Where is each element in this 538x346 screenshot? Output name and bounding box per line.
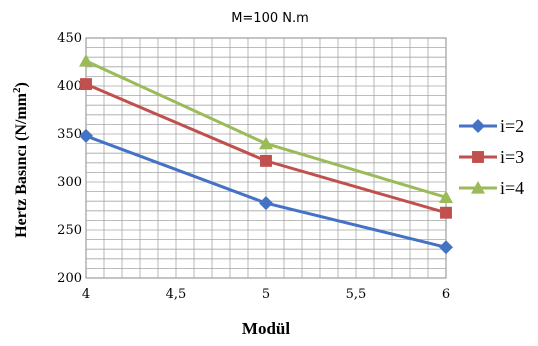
data-point [472, 151, 484, 163]
y-tick-label: 300 [57, 175, 82, 190]
data-point [471, 119, 485, 133]
data-point [260, 154, 272, 167]
y-tick-label: 400 [57, 79, 82, 94]
x-tick-labels: 4 4,5 5 5,5 6 [82, 287, 450, 302]
y-tick-label: 350 [57, 127, 82, 142]
x-axis-label: Modül [242, 319, 290, 338]
y-tick-label: 450 [57, 31, 82, 46]
data-point [79, 128, 93, 143]
data-point [471, 181, 485, 194]
y-axis-label: Hertz Basıncı (N/mm2) [11, 82, 30, 238]
data-point [79, 54, 93, 67]
y-axis-label-close: ) [13, 82, 30, 87]
x-tick-label: 5,5 [346, 287, 367, 302]
y-axis-label-sup: 2 [11, 87, 23, 93]
data-point [439, 190, 453, 203]
y-axis-label-main: Hertz Basıncı (N/mm [13, 92, 30, 238]
y-tick-label: 250 [57, 223, 82, 238]
series-group [79, 54, 453, 255]
y-tick-label: 200 [57, 271, 82, 286]
data-point [80, 78, 92, 91]
data-point [440, 206, 452, 219]
y-tick-labels: 450 400 350 300 250 200 [57, 31, 82, 286]
chart-title: M=100 N.m [231, 11, 309, 26]
legend-label: i=2 [500, 116, 524, 136]
data-point [259, 196, 273, 211]
legend: i=2 i=3 i=4 [459, 116, 524, 198]
data-point [439, 240, 453, 255]
legend-label: i=3 [500, 147, 524, 167]
x-tick-label: 4,5 [166, 287, 187, 302]
data-point [259, 136, 273, 150]
x-tick-label: 5 [262, 287, 270, 302]
x-tick-label: 4 [82, 287, 90, 302]
legend-label: i=4 [500, 178, 524, 198]
x-tick-label: 6 [442, 287, 450, 302]
